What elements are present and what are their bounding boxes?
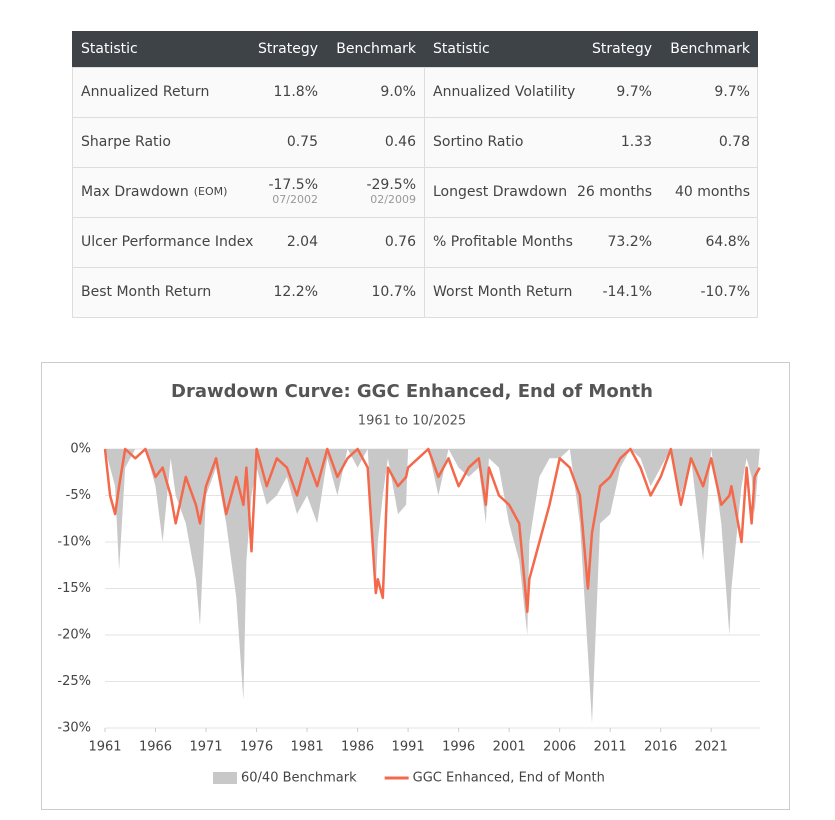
cell-note: (EOM)	[194, 185, 228, 198]
x-tick-label: 2021	[695, 740, 728, 755]
table-header-bg	[72, 31, 758, 67]
table-cell: 9.0%	[380, 84, 416, 100]
table-header-cell: Strategy	[592, 41, 652, 57]
table-cell: -14.1%	[602, 284, 652, 300]
table-cell: 10.7%	[372, 284, 416, 300]
table-cell: 26 months	[577, 184, 652, 200]
table-cell: 9.7%	[714, 84, 750, 100]
table-cell: -10.7%	[700, 284, 750, 300]
x-tick-label: 1986	[341, 740, 374, 755]
chart-subtitle: 1961 to 10/2025	[358, 414, 466, 429]
table-cell: Longest Drawdown	[433, 184, 567, 200]
legend-label: GGC Enhanced, End of Month	[413, 771, 605, 786]
y-tick-label: -15%	[57, 581, 91, 596]
table-cell: 0.78	[719, 134, 750, 150]
x-tick-label: 1971	[189, 740, 222, 755]
x-tick-label: 1976	[240, 740, 273, 755]
table-body-bg	[72, 67, 758, 318]
table-cell: 0.75	[287, 134, 318, 150]
table-cell: Annualized Return	[81, 84, 209, 100]
table-cell: 12.2%	[274, 284, 318, 300]
table-cell: Sharpe Ratio	[81, 134, 171, 150]
table-cell: -29.5%	[366, 177, 416, 193]
table-cell: % Profitable Months	[433, 234, 573, 250]
table-cell: Sortino Ratio	[433, 134, 523, 150]
x-tick-label: 2006	[543, 740, 576, 755]
table-cell: Ulcer Performance Index	[81, 234, 253, 250]
chart-title: Drawdown Curve: GGC Enhanced, End of Mon…	[171, 381, 653, 402]
table-cell: 64.8%	[706, 234, 750, 250]
x-tick-label: 1981	[291, 740, 324, 755]
y-tick-label: -5%	[66, 488, 91, 503]
drawdown-line	[103, 447, 761, 614]
table-header-cell: Statistic	[81, 41, 138, 57]
x-tick-label: 2011	[594, 740, 627, 755]
table-cell: Annualized Volatility	[433, 84, 575, 100]
legend-label: 60/40 Benchmark	[241, 771, 357, 786]
y-tick-label: -20%	[57, 628, 91, 643]
table-cell: Worst Month Return	[433, 284, 572, 300]
y-tick-label: 0%	[70, 442, 91, 457]
chart-frame	[41, 362, 790, 810]
legend-swatch	[213, 772, 237, 784]
table-cell-note: 07/2002	[272, 193, 318, 206]
table-cell: 11.8%	[274, 84, 318, 100]
drawdown-area	[105, 449, 760, 724]
table-cell: 73.2%	[608, 234, 652, 250]
table-cell: 1.33	[621, 134, 652, 150]
table-header-cell: Statistic	[433, 41, 490, 57]
cell-text: Max Drawdown	[81, 184, 189, 200]
y-tick-label: -30%	[57, 721, 91, 736]
table-cell: Best Month Return	[81, 284, 211, 300]
x-tick-label: 1966	[139, 740, 172, 755]
table-header-cell: Benchmark	[336, 41, 417, 57]
table-cell: 2.04	[287, 234, 318, 250]
y-tick-label: -10%	[57, 535, 91, 550]
table-cell: Max Drawdown (EOM)	[81, 184, 227, 200]
y-tick-label: -25%	[57, 674, 91, 689]
table-cell: 0.76	[385, 234, 416, 250]
table-cell: 9.7%	[616, 84, 652, 100]
table-header-cell: Benchmark	[670, 41, 751, 57]
x-tick-label: 1991	[392, 740, 425, 755]
x-tick-label: 1996	[442, 740, 475, 755]
x-tick-label: 1961	[88, 740, 121, 755]
table-cell: 0.46	[385, 134, 416, 150]
table-cell-note: 02/2009	[370, 193, 416, 206]
table-cell: 40 months	[675, 184, 750, 200]
x-tick-label: 2016	[644, 740, 677, 755]
table-header-cell: Strategy	[258, 41, 318, 57]
x-tick-label: 2001	[493, 740, 526, 755]
table-cell: -17.5%	[268, 177, 318, 193]
